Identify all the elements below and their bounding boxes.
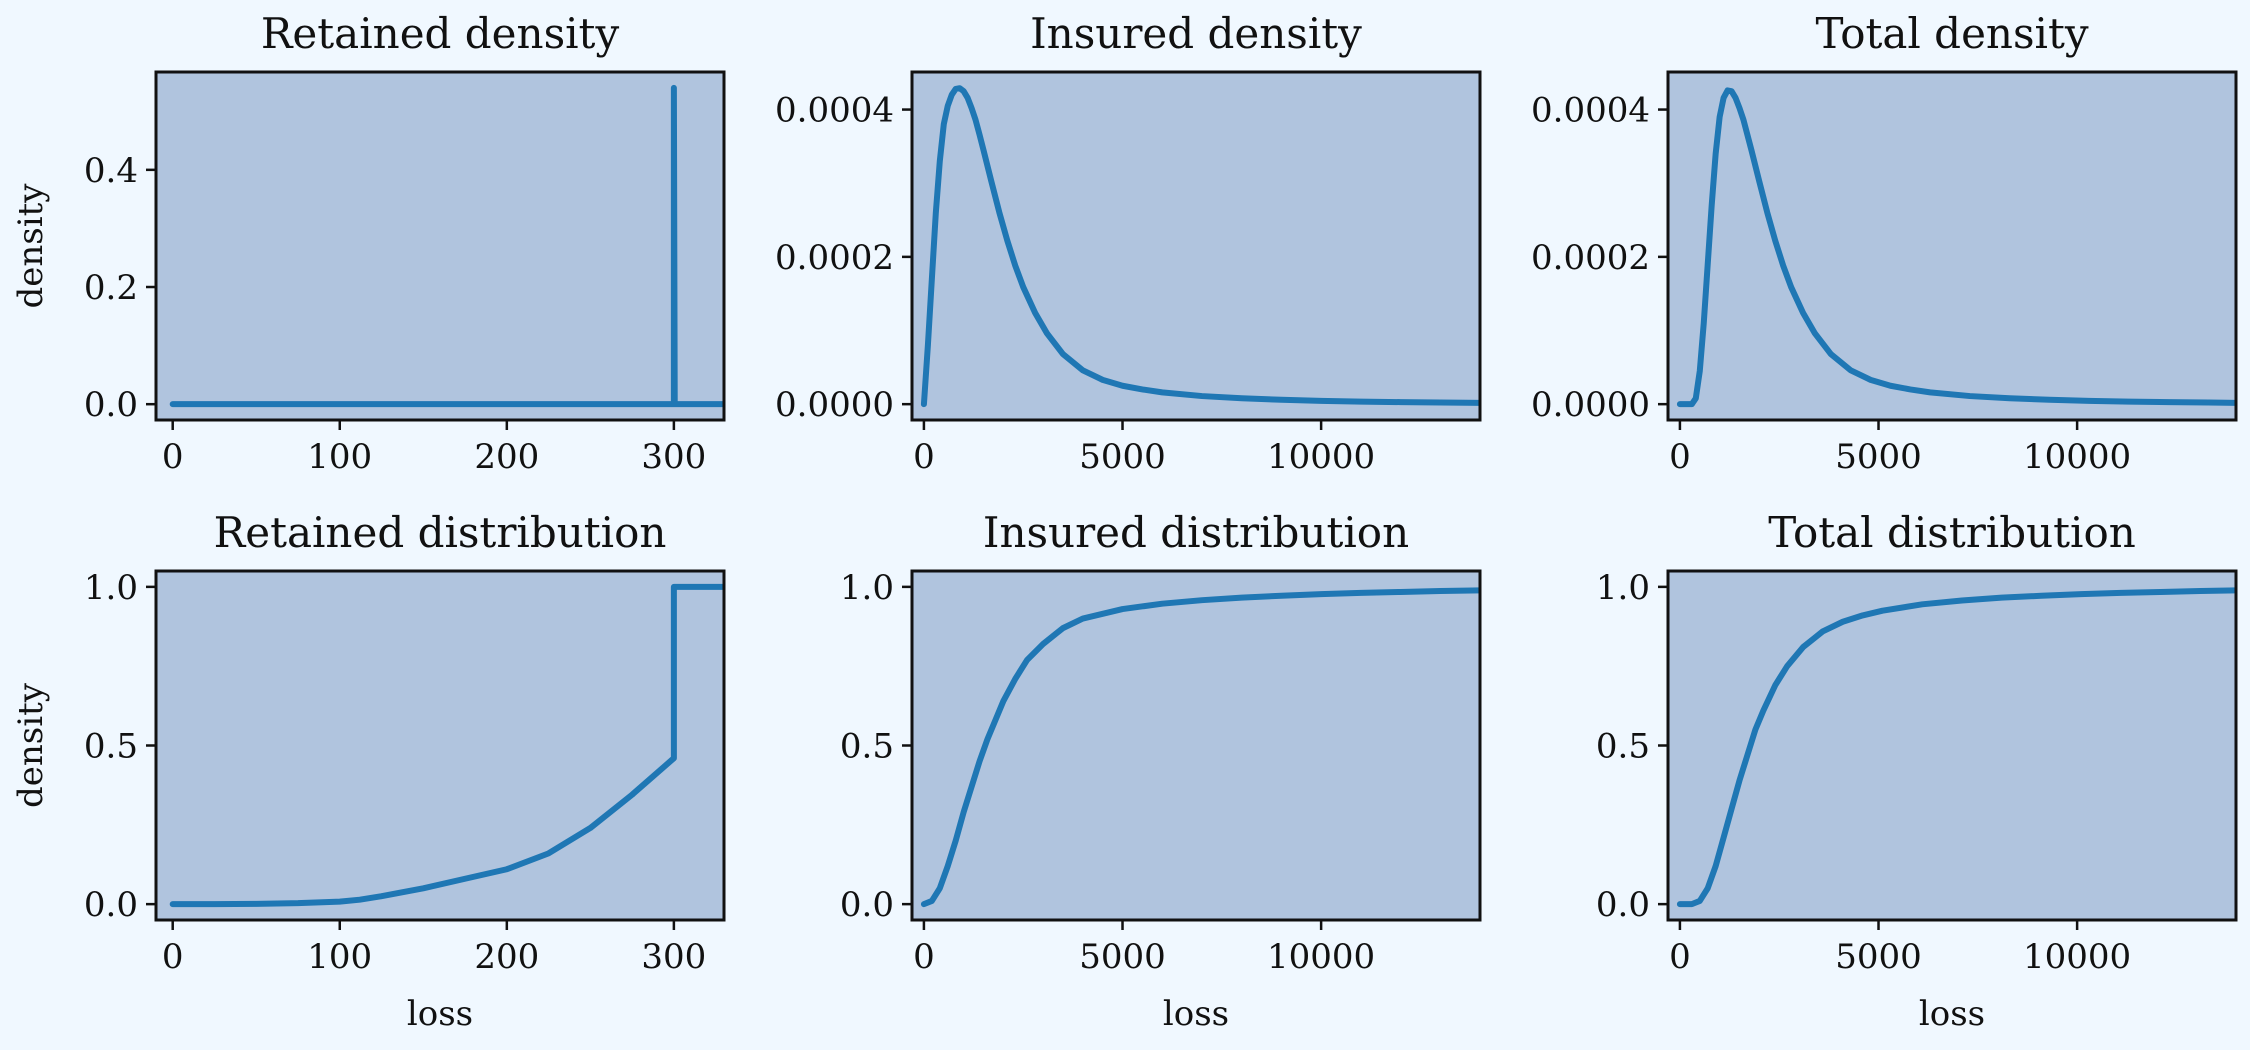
x-tick-label: 5000 — [1835, 437, 1922, 477]
series-line-1 — [169, 84, 724, 408]
x-tick-label: 0 — [1669, 437, 1691, 477]
y-tick-label: 0.0 — [84, 885, 138, 925]
plot-area — [1668, 571, 2236, 920]
x-tick-label: 5000 — [1835, 937, 1922, 977]
subplot-3: 0 5000 10000 0.0000 0.0002 0.0004 Total densit… — [1531, 9, 2238, 477]
x-tick-label: 100 — [307, 437, 372, 477]
y-tick-label: 0.0000 — [1531, 385, 1650, 425]
y-tick-label: 0.5 — [84, 727, 138, 767]
series-line-1 — [169, 583, 724, 908]
x-tick-label: 100 — [307, 937, 372, 977]
x-tick-label: 10000 — [2023, 937, 2131, 977]
subplot-6: 0 5000 10000 0.0 0.5 1.0 Total distribution los… — [1596, 508, 2238, 1034]
y-tick-label: 1.0 — [1596, 568, 1650, 608]
y-tick-label: 0.0 — [1596, 885, 1650, 925]
x-tick-label: 200 — [474, 437, 539, 477]
y-tick-label: 0.0 — [840, 885, 894, 925]
series-line-1 — [1676, 87, 2236, 408]
x-axis-label: loss — [1919, 994, 1985, 1034]
series-line-1 — [920, 85, 1480, 408]
y-tick-label: 1.0 — [840, 568, 894, 608]
y-tick-label: 0.2 — [84, 268, 138, 308]
x-axis-label: loss — [407, 994, 473, 1034]
y-tick-label: 0.0002 — [1531, 238, 1650, 278]
x-tick-label: 5000 — [1079, 437, 1166, 477]
axes-frame — [1666, 70, 2238, 422]
axes-frame — [154, 70, 726, 422]
y-tick-label: 0.4 — [84, 151, 138, 191]
x-tick-label: 10000 — [2023, 437, 2131, 477]
y-tick-label: 0.0002 — [775, 238, 894, 278]
x-tick-label: 0 — [913, 437, 935, 477]
y-tick-label: 0.0000 — [775, 385, 894, 425]
series-line-1 — [1676, 587, 2236, 908]
y-axis-label: density — [11, 183, 51, 309]
series-line-1 — [920, 587, 1480, 908]
plot-area — [1668, 72, 2236, 420]
x-tick-label: 0 — [162, 437, 184, 477]
subplot-title: Retained distribution — [214, 508, 667, 557]
x-tick-label: 5000 — [1079, 937, 1166, 977]
subplot-title: Insured density — [1030, 9, 1362, 58]
subplot-title: Insured distribution — [983, 508, 1409, 557]
y-tick-label: 1.0 — [84, 568, 138, 608]
x-tick-label: 10000 — [1267, 437, 1375, 477]
subplot-2: 0 5000 10000 0.0000 0.0002 0.0004 Insured dens… — [775, 9, 1482, 477]
plot-area — [156, 571, 724, 920]
y-tick-label: 0.5 — [840, 727, 894, 767]
subplot-title: Total density — [1815, 9, 2088, 58]
axes-frame — [910, 70, 1482, 422]
subplot-1: 0 100 200 300 0.0 0.2 0.4 Retained density densi… — [11, 9, 726, 477]
x-tick-label: 0 — [1669, 937, 1691, 977]
subplot-4: 0 100 200 300 0.0 0.5 1.0 Retained distribution… — [11, 508, 726, 1034]
y-tick-label: 0.0 — [84, 385, 138, 425]
y-tick-label: 0.0004 — [1531, 91, 1650, 131]
x-tick-label: 300 — [641, 937, 706, 977]
x-tick-label: 0 — [162, 937, 184, 977]
y-axis-label: density — [11, 682, 51, 808]
x-tick-label: 10000 — [1267, 937, 1375, 977]
plot-area — [156, 72, 724, 420]
x-tick-label: 300 — [641, 437, 706, 477]
y-tick-label: 0.0004 — [775, 91, 894, 131]
plot-area — [912, 72, 1480, 420]
subplot-title: Retained density — [261, 9, 620, 58]
y-tick-label: 0.5 — [1596, 727, 1650, 767]
subplot-5: 0 5000 10000 0.0 0.5 1.0 Insured distribution l… — [840, 508, 1482, 1034]
x-tick-label: 200 — [474, 937, 539, 977]
plot-area — [912, 571, 1480, 920]
x-axis-label: loss — [1163, 994, 1229, 1034]
x-tick-label: 0 — [913, 937, 935, 977]
subplots-grid: 0 100 200 300 0.0 0.2 0.4 Retained density densi… — [11, 9, 2238, 1034]
subplot-title: Total distribution — [1768, 508, 2136, 557]
